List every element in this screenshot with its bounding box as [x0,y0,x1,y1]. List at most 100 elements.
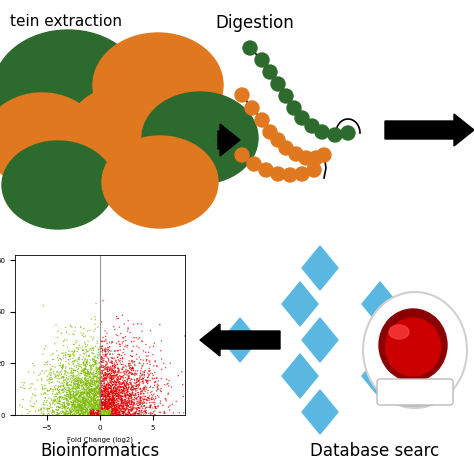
Point [74,406,82,414]
Point [83,391,91,398]
Point [94,410,101,418]
Point [105,388,112,396]
Point [84,365,92,373]
Point [55,410,63,418]
Point [88,403,95,410]
Point [91,385,99,393]
Point [114,400,122,408]
Point [59,385,67,393]
Point [68,365,76,373]
Point [80,404,88,411]
Point [100,394,107,402]
Point [126,390,134,397]
Point [124,402,131,410]
Point [117,375,124,383]
Point [73,387,81,395]
Point [120,400,128,407]
Point [84,390,91,397]
Point [92,391,100,399]
Point [103,360,111,368]
Point [71,378,79,386]
Point [112,396,119,404]
Point [84,389,92,396]
Point [95,397,102,404]
Point [130,376,138,384]
Point [133,384,140,392]
Point [91,399,99,406]
Point [128,365,136,373]
Point [93,369,101,376]
Point [111,401,118,409]
Point [63,379,71,387]
Point [101,404,109,412]
Point [104,406,112,414]
Point [104,410,112,418]
Point [120,382,128,390]
Point [100,392,107,399]
Point [86,406,94,414]
Point [128,407,135,414]
Point [114,383,122,391]
Point [40,302,47,310]
Point [57,403,64,411]
Point [133,405,140,413]
Point [86,380,93,387]
Point [147,409,155,416]
Point [27,383,35,391]
Point [124,376,132,383]
Point [86,410,93,418]
Point [91,392,99,400]
Point [123,387,131,394]
Point [112,381,119,389]
Point [92,385,100,392]
Point [93,387,101,395]
Point [180,392,187,400]
Point [117,401,124,409]
Point [85,402,93,410]
Point [105,392,112,399]
Point [132,408,139,416]
Point [97,407,105,415]
Point [95,409,103,416]
Point [78,406,86,414]
Point [131,376,138,384]
Point [127,391,134,398]
Point [83,405,91,413]
Point [131,379,139,387]
Point [135,404,143,412]
Point [168,383,175,391]
Point [130,379,138,387]
Point [109,390,117,397]
Point [122,392,129,400]
Point [103,376,110,384]
Point [112,378,119,386]
Point [102,350,109,358]
Point [95,345,103,353]
Point [85,383,93,391]
Point [112,387,120,395]
Point [110,362,118,369]
Point [72,324,79,331]
Point [114,409,122,417]
Point [73,372,81,379]
Point [133,398,141,406]
Point [139,397,147,405]
Point [65,410,73,417]
Circle shape [259,163,273,177]
Point [62,351,69,359]
Point [84,405,91,413]
Point [110,384,118,392]
Point [128,406,136,413]
Point [107,396,114,403]
Point [71,395,79,403]
Point [77,380,84,387]
Point [70,389,77,397]
Point [67,395,75,403]
Point [94,369,102,377]
Point [62,403,70,410]
Point [85,403,93,411]
Polygon shape [282,282,318,326]
Point [107,382,115,389]
Point [124,367,132,374]
Point [74,410,82,417]
